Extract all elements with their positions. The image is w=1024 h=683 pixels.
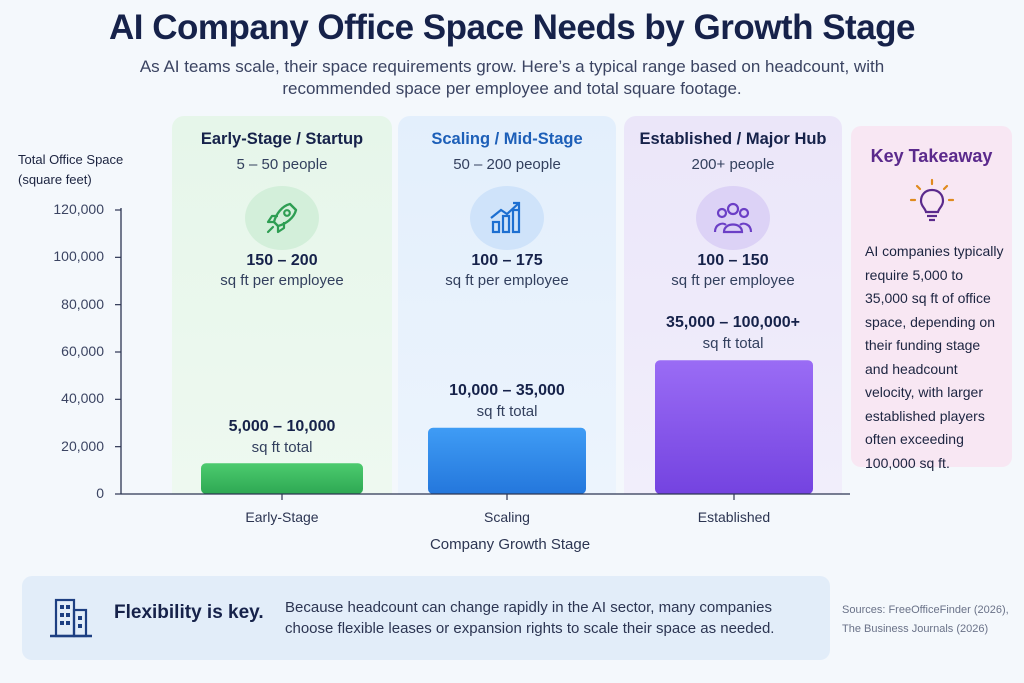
stage-people: 5 – 50 people xyxy=(236,156,328,173)
total-range-label: 35,000 – 100,000+ xyxy=(666,314,800,331)
y-tick-label: 40,000 xyxy=(61,390,104,407)
y-tick-label: 60,000 xyxy=(61,343,104,359)
total-unit-label: sq ft total xyxy=(476,403,538,420)
sources-note: Sources: FreeOfficeFinder (2026), The Bu… xyxy=(842,601,1022,639)
bar-established xyxy=(655,360,813,494)
per-employee-label: sq ft per employee xyxy=(671,272,795,289)
per-employee-label: sq ft per employee xyxy=(220,272,344,289)
banner-heading: Flexibility is key. xyxy=(114,602,264,623)
page-title: AI Company Office Space Needs by Growth … xyxy=(108,8,916,47)
y-tick-label: 0 xyxy=(96,485,104,501)
per-employee-value: 150 – 200 xyxy=(246,252,318,269)
source-line: Sources: FreeOfficeFinder (2026), xyxy=(842,604,1009,616)
source-line: The Business Journals (2026) xyxy=(842,623,989,635)
x-tick-label: Early-Stage xyxy=(245,509,319,525)
stage-people: 200+ people xyxy=(691,156,775,173)
x-axis-title: Company Growth Stage xyxy=(429,536,591,553)
lightbulb-icon xyxy=(909,178,955,222)
bar-scaling xyxy=(428,427,586,494)
x-tick-label: Established xyxy=(697,509,771,525)
y-tick-label: 20,000 xyxy=(61,437,104,454)
page-subtitle: As AI teams scale, their space requireme… xyxy=(139,57,885,98)
y-tick-label: 120,000 xyxy=(53,201,104,217)
stage-title: Established / Major Hub xyxy=(639,130,827,148)
people-group-icon xyxy=(696,186,770,250)
stage-title: Scaling / Mid-Stage xyxy=(431,130,583,148)
total-unit-label: sq ft total xyxy=(251,439,313,456)
office-building-icon xyxy=(50,598,92,638)
takeaway-title: Key Takeaway xyxy=(870,146,993,166)
key-takeaway-card: Key Takeaway AI companies typically requ… xyxy=(851,126,1012,471)
flexibility-banner: Flexibility is key. Because headcount ca… xyxy=(22,576,830,660)
growth-chart-icon xyxy=(470,186,544,250)
y-axis-title: Total Office Space (square feet) xyxy=(18,152,124,187)
stage-title: Early-Stage / Startup xyxy=(200,130,364,148)
total-range-label: 5,000 – 10,000 xyxy=(228,418,336,435)
stage-panel-early: Early-Stage / Startup 5 – 50 people 150 … xyxy=(172,116,392,494)
takeaway-text: AI companies typically require 5,000 to … xyxy=(865,243,1004,471)
total-range-label: 10,000 – 35,000 xyxy=(449,382,565,399)
y-tick-label: 80,000 xyxy=(61,295,104,312)
per-employee-label: sq ft per employee xyxy=(445,272,569,289)
stage-people: 50 – 200 people xyxy=(453,156,561,173)
total-unit-label: sq ft total xyxy=(702,335,764,352)
y-tick-label: 100,000 xyxy=(53,248,104,265)
per-employee-value: 100 – 175 xyxy=(471,252,543,269)
bar-early-stage xyxy=(201,463,363,494)
x-tick-label: Scaling xyxy=(484,509,530,525)
per-employee-value: 100 – 150 xyxy=(697,252,769,269)
rocket-icon xyxy=(245,186,319,250)
banner-text: Because headcount can change rapidly in … xyxy=(285,599,775,637)
